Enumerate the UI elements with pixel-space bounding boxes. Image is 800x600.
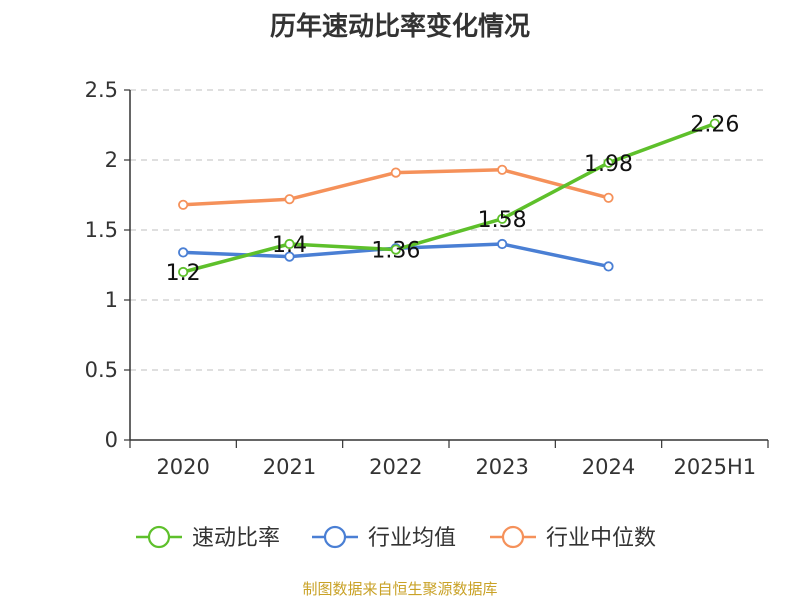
data-label: 1.98: [584, 152, 633, 177]
chart-title: 历年速动比率变化情况: [269, 12, 530, 42]
legend-item-1[interactable]: 行业均值: [312, 525, 456, 551]
y-tick-label: 1: [105, 288, 118, 312]
data-point[interactable]: [709, 118, 720, 129]
legend-item-2[interactable]: 行业中位数: [490, 525, 656, 551]
data-point[interactable]: [603, 157, 614, 168]
axes: 0 0.5 1 1.5 2 2.5 2020 2021 2022 2023 2024 2025H1: [85, 78, 769, 479]
legend-label: 行业中位数: [546, 526, 656, 551]
data-point[interactable]: [390, 244, 401, 255]
data-point[interactable]: [178, 266, 189, 278]
y-tick-label: 2.5: [85, 78, 118, 102]
legend-marker-icon: [323, 525, 347, 549]
legend-item-0[interactable]: 速动比率: [136, 525, 280, 551]
data-label: 1.2: [166, 261, 201, 286]
data-point[interactable]: [178, 247, 189, 258]
series-lines: [178, 118, 720, 278]
data-point[interactable]: [497, 213, 508, 224]
y-tick-label: 1.5: [85, 218, 118, 242]
data-label: 1.58: [478, 208, 527, 233]
data-point[interactable]: [390, 167, 401, 178]
legend-marker-icon: [501, 525, 525, 549]
data-label: 1.4: [272, 233, 307, 258]
x-tick-label: 2020: [156, 455, 209, 479]
data-label: 2.26: [690, 113, 739, 138]
data-point[interactable]: [603, 261, 614, 272]
legend-marker-icon: [147, 525, 171, 549]
data-point[interactable]: [284, 194, 295, 205]
legend-label: 行业均值: [368, 526, 456, 551]
y-tick-label: 0: [105, 428, 118, 452]
data-labels: 1.2 1.4 1.36 1.58 1.98 2.26: [166, 113, 740, 286]
x-tick-label: 2022: [369, 455, 422, 479]
data-point[interactable]: [603, 192, 614, 203]
source-note: 制图数据来自恒生聚源数据库: [302, 580, 498, 598]
data-point[interactable]: [178, 199, 189, 210]
y-tick-label: 2: [105, 148, 118, 172]
legend[interactable]: 速动比率 行业均值 行业中位数: [136, 525, 656, 551]
x-tick-label: 2023: [475, 455, 528, 479]
data-point[interactable]: [284, 238, 295, 250]
y-tick-label: 0.5: [85, 358, 118, 382]
x-tick-label: 2025H1: [674, 455, 757, 479]
x-tick-label: 2021: [263, 455, 316, 479]
legend-label: 速动比率: [192, 526, 280, 551]
data-point[interactable]: [497, 164, 508, 175]
data-point[interactable]: [284, 251, 295, 262]
grid-lines: [130, 89, 768, 371]
series-line-0: [181, 121, 717, 274]
x-tick-label: 2024: [582, 455, 635, 479]
data-point[interactable]: [497, 238, 508, 250]
data-label: 1.36: [371, 239, 420, 264]
